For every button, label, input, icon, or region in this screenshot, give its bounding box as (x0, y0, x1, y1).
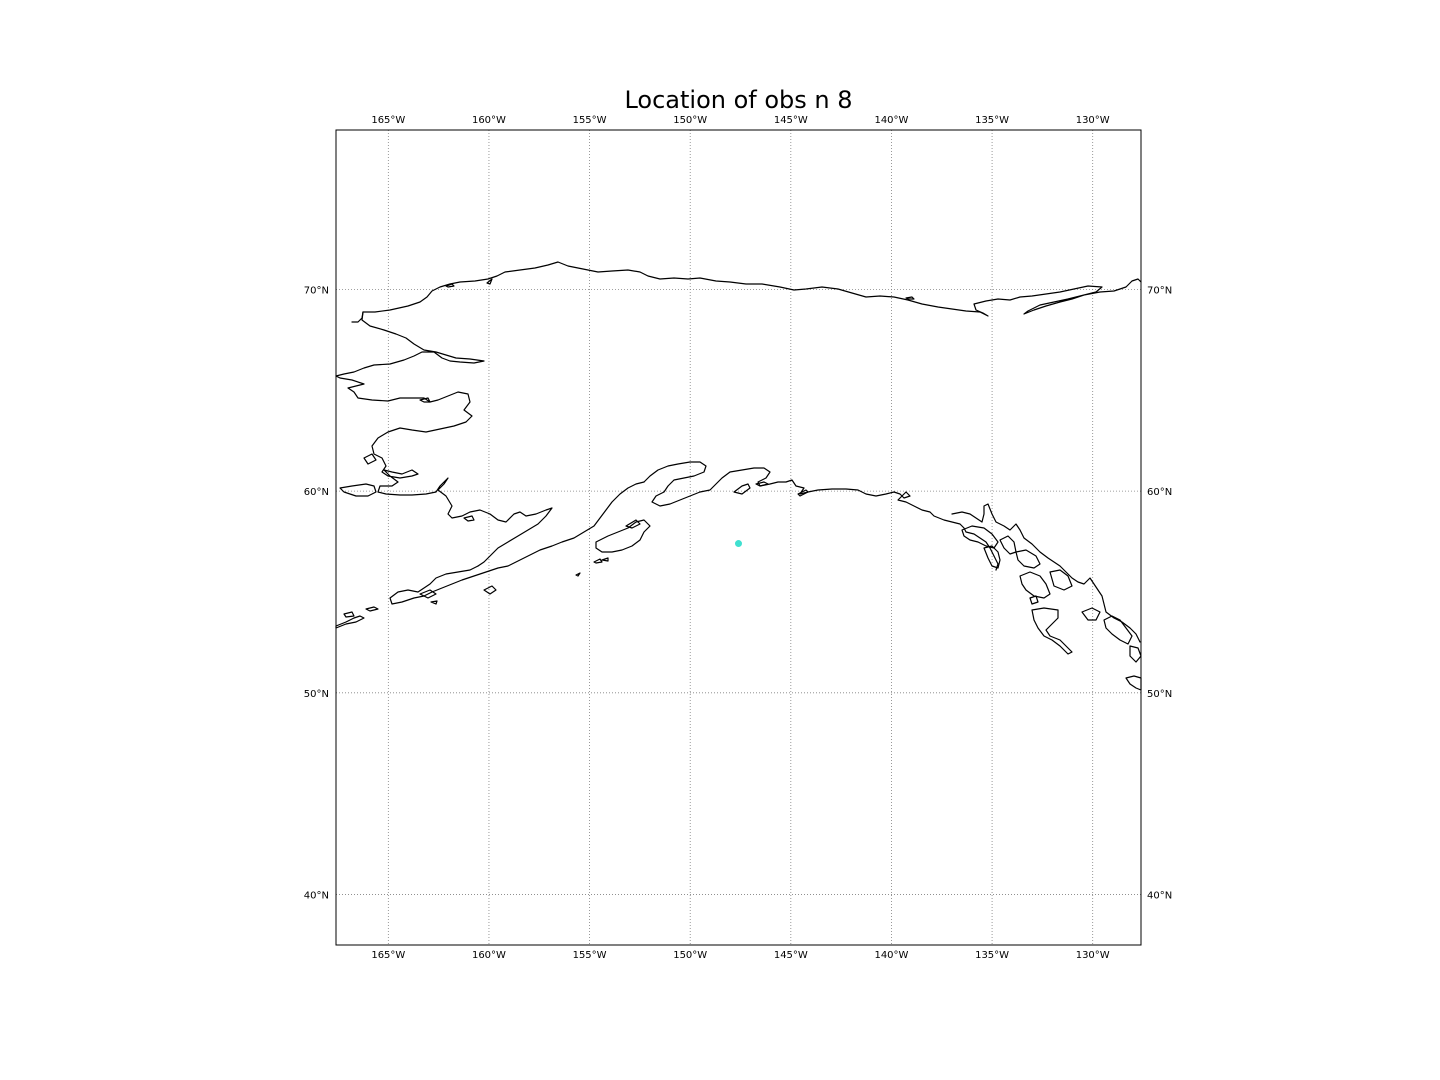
lon-tick-label-bottom: 135°W (975, 950, 1009, 961)
lat-tick-label-left: 50°N (304, 689, 329, 700)
nunivak-island (363, 453, 377, 465)
lon-tick-label-bottom: 165°W (371, 950, 405, 961)
st-lawrence-island (339, 483, 377, 497)
banks-island (1081, 607, 1101, 621)
afognak-island (625, 519, 641, 529)
shumagin-islands (463, 515, 475, 522)
aleutian-islands-west (335, 615, 365, 629)
kayak-island (797, 489, 809, 497)
map-title: Location of obs n 8 (624, 86, 853, 114)
lon-tick-label-top: 150°W (673, 115, 707, 126)
baranof-island (983, 545, 1001, 569)
dall-island (1029, 595, 1039, 605)
lon-tick-label-top: 140°W (874, 115, 908, 126)
aleutian-island-2 (365, 606, 379, 612)
chirikof-island (593, 558, 603, 564)
lon-tick-label-top: 165°W (371, 115, 405, 126)
prince-of-wales-island (1019, 571, 1051, 599)
lon-tick-label-top: 135°W (975, 115, 1009, 126)
map-frame (335, 129, 1142, 946)
lat-tick-label-left: 40°N (304, 891, 329, 902)
lat-tick-label-right: 70°N (1147, 285, 1172, 296)
lon-tick-label-top: 145°W (774, 115, 808, 126)
unimak-island (419, 589, 437, 599)
lon-tick-label-bottom: 130°W (1076, 950, 1110, 961)
gulf-of-alaska-coastline (643, 461, 999, 571)
lon-tick-label-top: 160°W (472, 115, 506, 126)
lat-tick-label-left: 70°N (304, 285, 329, 296)
bc-coast-islands (1103, 615, 1133, 645)
barter-island (905, 296, 915, 300)
alaska-peninsula-north (389, 481, 645, 605)
lon-tick-label-bottom: 150°W (673, 950, 707, 961)
aleutian-island-1 (343, 611, 355, 618)
chichagof-island (961, 525, 999, 549)
lat-tick-label-right: 60°N (1147, 487, 1172, 498)
lat-tick-label-left: 60°N (304, 487, 329, 498)
bc-coast-islands-2 (1129, 645, 1142, 663)
small-arctic-island (445, 283, 455, 288)
small-island-norton (419, 397, 431, 403)
lon-tick-label-bottom: 145°W (774, 950, 808, 961)
sitkinak-island (601, 557, 609, 562)
lon-tick-label-bottom: 155°W (573, 950, 607, 961)
sanak-island (483, 585, 497, 595)
middleton-island (755, 481, 769, 487)
lon-tick-label-top: 155°W (573, 115, 607, 126)
revillagigedo-island (1049, 569, 1073, 591)
lon-tick-label-top: 130°W (1076, 115, 1110, 126)
observation-marker (735, 540, 742, 548)
haida-gwaii-north (1031, 607, 1073, 655)
graticule (336, 130, 1141, 945)
observation-points (735, 540, 742, 548)
kodiak-island (595, 519, 651, 553)
trinity-island (575, 572, 581, 577)
vancouver-island-north (1125, 675, 1142, 691)
wainwright-spit (486, 278, 493, 285)
lon-tick-label-bottom: 160°W (472, 950, 506, 961)
coastlines (335, 261, 1142, 691)
aleutian-island-3 (430, 600, 438, 605)
arctic-coastline (351, 261, 1142, 323)
montague-island (733, 483, 751, 495)
lat-tick-label-right: 40°N (1147, 891, 1172, 902)
lat-tick-label-right: 50°N (1147, 689, 1172, 700)
admiralty-island (999, 535, 1017, 555)
west-alaska-coastline (335, 311, 553, 567)
lon-tick-label-bottom: 140°W (874, 950, 908, 961)
axis-tick-labels: 165°W 165°W 160°W 160°W 155°W 155°W 150°W 150°W… (304, 115, 1172, 961)
southeast-alaska-mainland (951, 503, 1141, 643)
kupreanof-island (1015, 549, 1041, 569)
